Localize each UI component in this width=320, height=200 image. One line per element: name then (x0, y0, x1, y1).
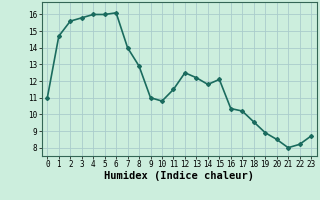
X-axis label: Humidex (Indice chaleur): Humidex (Indice chaleur) (104, 171, 254, 181)
